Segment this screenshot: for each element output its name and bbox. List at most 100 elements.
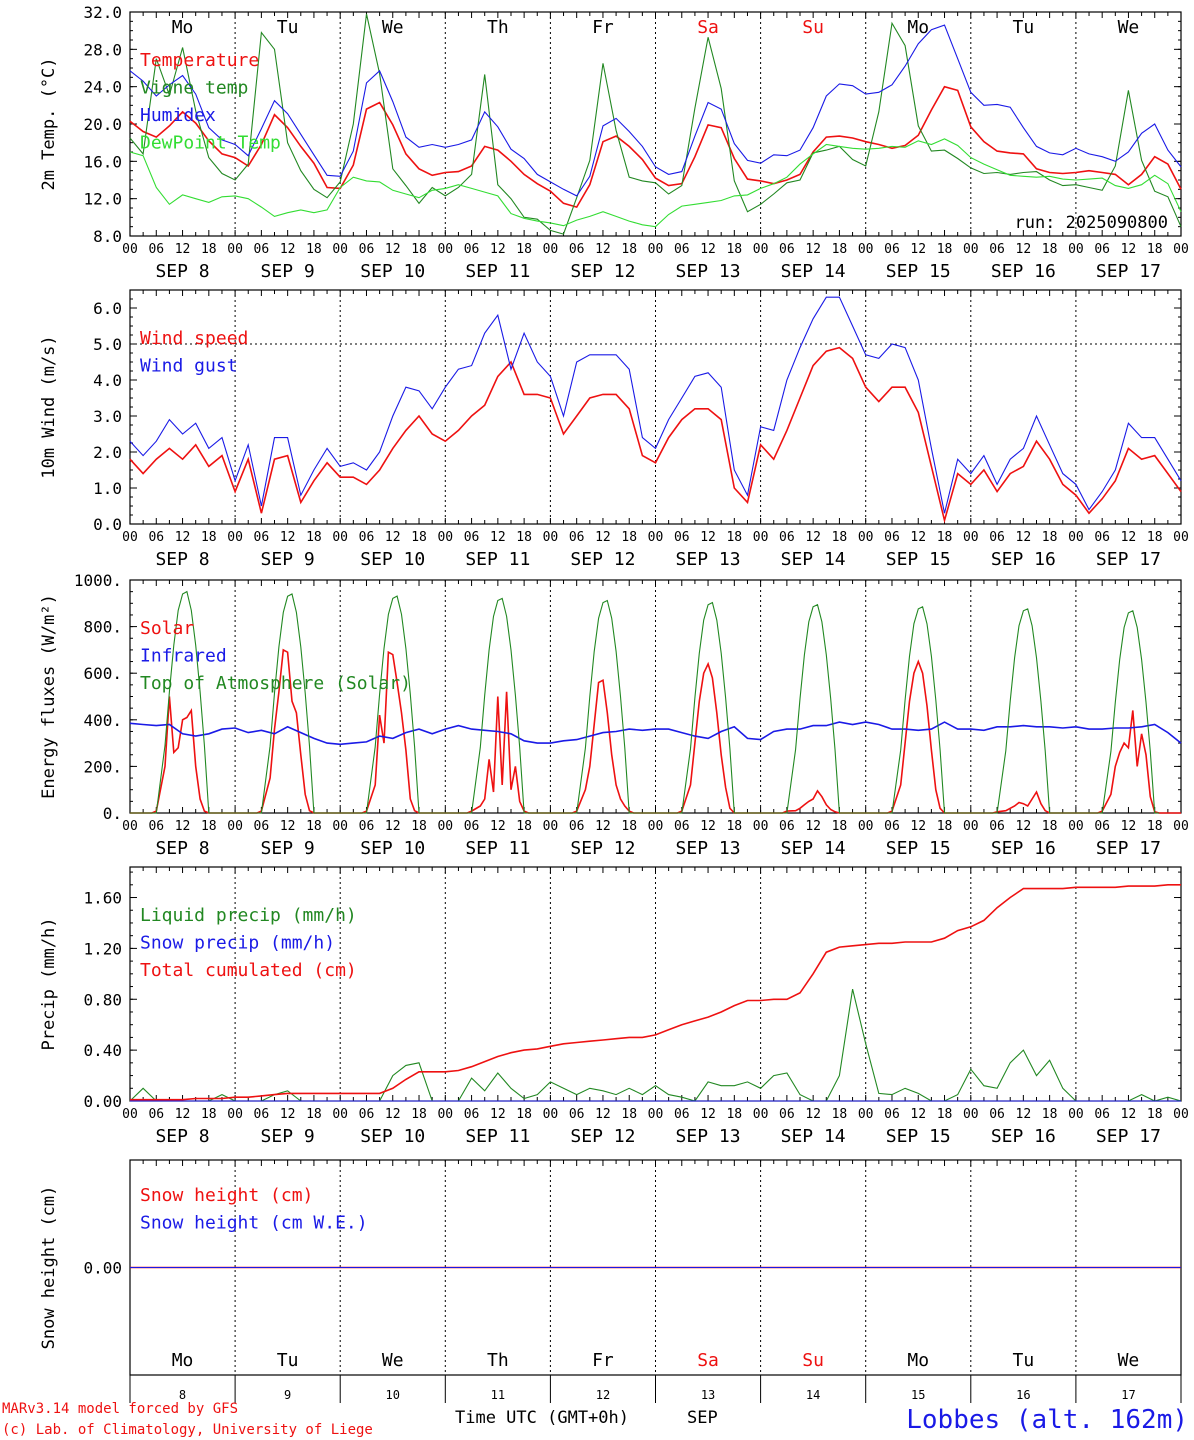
hour-label: 06 xyxy=(148,819,164,834)
hour-label: 12 xyxy=(595,1107,611,1122)
hour-label: 12 xyxy=(595,242,611,257)
date-label: SEP 12 xyxy=(570,1126,635,1147)
legend-entry: Total cumulated (cm) xyxy=(140,960,357,981)
date-label: SEP 11 xyxy=(465,1126,530,1147)
hour-label: 00 xyxy=(227,530,243,545)
date-label: SEP 9 xyxy=(261,838,315,859)
y-axis-label: Energy fluxes (W/m²) xyxy=(39,594,59,799)
lab-credit: (c) Lab. of Climatology, University of L… xyxy=(2,1422,373,1438)
hour-label: 00 xyxy=(1173,530,1189,545)
hour-label: 00 xyxy=(1068,242,1084,257)
date-label: SEP 13 xyxy=(676,1126,741,1147)
date-label: SEP 13 xyxy=(676,549,741,570)
hour-label: 18 xyxy=(832,242,848,257)
hour-label: 18 xyxy=(1042,1107,1058,1122)
series-line-dewpoint-temp xyxy=(129,138,1182,228)
day-number: 15 xyxy=(911,1388,925,1402)
hour-label: 18 xyxy=(201,819,217,834)
day-name: Tu xyxy=(1013,1350,1035,1371)
hour-label: 00 xyxy=(1173,819,1189,834)
series-line-humidex xyxy=(129,24,1182,197)
hour-label: 12 xyxy=(385,819,401,834)
hour-label: 12 xyxy=(490,242,506,257)
hour-label: 00 xyxy=(753,530,769,545)
hour-label: 00 xyxy=(753,1107,769,1122)
hour-label: 18 xyxy=(937,242,953,257)
series-line-wind-speed xyxy=(129,346,1182,524)
date-label: SEP 16 xyxy=(991,838,1056,859)
hour-label: 06 xyxy=(674,530,690,545)
date-label: SEP 9 xyxy=(261,261,315,282)
hour-label: 18 xyxy=(306,242,322,257)
hour-label: 18 xyxy=(306,1107,322,1122)
legend-entry: Infrared xyxy=(140,646,227,667)
date-label: SEP 17 xyxy=(1096,838,1161,859)
day-number: 13 xyxy=(701,1388,715,1402)
day-number: 14 xyxy=(806,1388,820,1402)
date-label: SEP 12 xyxy=(570,261,635,282)
hour-label: 06 xyxy=(464,242,480,257)
hour-label: 06 xyxy=(989,819,1005,834)
day-name: Su xyxy=(802,17,824,38)
hour-label: 12 xyxy=(280,819,296,834)
hour-label: 12 xyxy=(910,530,926,545)
day-number: 17 xyxy=(1121,1388,1135,1402)
hour-label: 18 xyxy=(832,1107,848,1122)
y-tick-label: 8.0 xyxy=(93,227,122,246)
hour-label: 18 xyxy=(937,530,953,545)
panel-temp: 8.0 12.0 16.0 20.0 24.0 28.0 32.0 2m Temp. (°C)… xyxy=(39,3,1189,282)
hour-label: 06 xyxy=(884,242,900,257)
y-tick-label: 400. xyxy=(83,711,122,730)
y-tick-label: 0.40 xyxy=(83,1041,122,1060)
hour-label: 06 xyxy=(569,530,585,545)
hour-label: 12 xyxy=(490,819,506,834)
station-label: Lobbes (alt. 162m) xyxy=(906,1405,1188,1435)
date-label: SEP 8 xyxy=(155,838,209,859)
hour-label: 06 xyxy=(779,242,795,257)
legend-entry: Snow height (cm) xyxy=(140,1185,313,1206)
hour-label: 18 xyxy=(726,1107,742,1122)
hour-label: 00 xyxy=(227,819,243,834)
day-name: Mo xyxy=(907,17,929,38)
hour-label: 06 xyxy=(884,530,900,545)
hour-label: 18 xyxy=(201,530,217,545)
hour-label: 06 xyxy=(674,819,690,834)
day-name: Tu xyxy=(277,17,299,38)
date-label: SEP 8 xyxy=(155,261,209,282)
hour-label: 00 xyxy=(963,242,979,257)
hour-label: 06 xyxy=(569,1107,585,1122)
hour-label: 00 xyxy=(332,1107,348,1122)
hour-label: 12 xyxy=(805,242,821,257)
hour-label: 12 xyxy=(1121,530,1137,545)
day-name: Sa xyxy=(697,1350,719,1371)
legend-entry: Humidex xyxy=(140,105,216,126)
hour-label: 12 xyxy=(910,242,926,257)
hour-label: 06 xyxy=(989,530,1005,545)
y-axis-label: 2m Temp. (°C) xyxy=(39,57,59,190)
date-label: SEP 14 xyxy=(781,261,846,282)
y-tick-label: 0.80 xyxy=(83,990,122,1009)
hour-label: 12 xyxy=(1121,242,1137,257)
day-name: Fr xyxy=(592,1350,614,1371)
hour-label: 18 xyxy=(306,819,322,834)
hour-label: 00 xyxy=(332,819,348,834)
y-tick-label: 0. xyxy=(103,804,122,823)
hour-label: 12 xyxy=(175,1107,191,1122)
model-credit: MARv3.14 model forced by GFS xyxy=(2,1401,238,1417)
hour-label: 18 xyxy=(1042,530,1058,545)
day-name: We xyxy=(382,17,404,38)
hour-label: 06 xyxy=(464,530,480,545)
hour-label: 06 xyxy=(359,1107,375,1122)
hour-label: 00 xyxy=(332,242,348,257)
hour-label: 00 xyxy=(858,1107,874,1122)
hour-label: 06 xyxy=(1094,1107,1110,1122)
day-number: 16 xyxy=(1016,1388,1030,1402)
month-label: SEP xyxy=(687,1408,718,1428)
date-label: SEP 16 xyxy=(991,549,1056,570)
hour-label: 18 xyxy=(516,530,532,545)
hour-label: 06 xyxy=(148,530,164,545)
day-name: We xyxy=(1118,17,1140,38)
hour-label: 18 xyxy=(201,1107,217,1122)
hour-label: 18 xyxy=(726,530,742,545)
legend-entry: DewPoint Temp xyxy=(140,133,281,154)
